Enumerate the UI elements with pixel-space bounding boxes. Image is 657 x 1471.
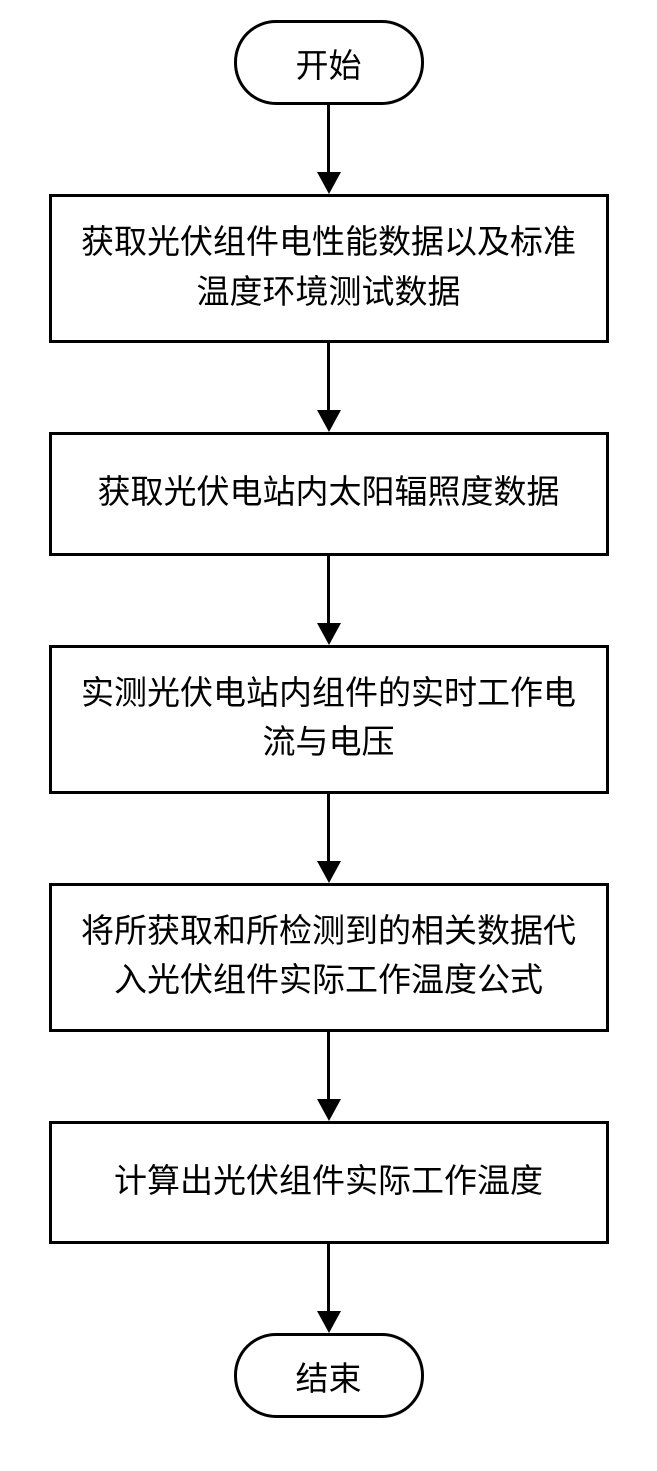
arrow-head — [317, 172, 341, 194]
process-label-3: 实测光伏电站内组件的实时工作电流与电压 — [72, 670, 586, 769]
process-label-5: 计算出光伏组件实际工作温度 — [114, 1158, 543, 1208]
arrow-2 — [317, 343, 341, 432]
arrow-4 — [317, 794, 341, 883]
arrow-5 — [317, 1032, 341, 1121]
process-label-2: 获取光伏电站内太阳辐照度数据 — [98, 469, 560, 519]
process-label-1: 获取光伏组件电性能数据以及标准温度环境测试数据 — [72, 219, 586, 318]
end-label: 结束 — [296, 1352, 362, 1400]
start-label: 开始 — [296, 39, 362, 87]
arrow-line — [327, 343, 330, 411]
arrow-3 — [317, 556, 341, 645]
arrow-1 — [317, 105, 341, 194]
process-node-3: 实测光伏电站内组件的实时工作电流与电压 — [49, 645, 609, 794]
process-label-4: 将所获取和所检测到的相关数据代入光伏组件实际工作温度公式 — [72, 908, 586, 1007]
arrow-line — [327, 794, 330, 862]
process-node-4: 将所获取和所检测到的相关数据代入光伏组件实际工作温度公式 — [49, 883, 609, 1032]
arrow-line — [327, 105, 330, 173]
arrow-head — [317, 1099, 341, 1121]
arrow-line — [327, 1032, 330, 1100]
arrow-line — [327, 1244, 330, 1312]
arrow-head — [317, 1311, 341, 1333]
arrow-line — [327, 556, 330, 624]
end-node: 结束 — [234, 1333, 424, 1418]
flowchart-container: 开始 获取光伏组件电性能数据以及标准温度环境测试数据 获取光伏电站内太阳辐照度数… — [0, 0, 657, 1471]
arrow-head — [317, 623, 341, 645]
process-node-5: 计算出光伏组件实际工作温度 — [49, 1121, 609, 1245]
arrow-head — [317, 861, 341, 883]
process-node-2: 获取光伏电站内太阳辐照度数据 — [49, 432, 609, 556]
process-node-1: 获取光伏组件电性能数据以及标准温度环境测试数据 — [49, 194, 609, 343]
start-node: 开始 — [234, 20, 424, 105]
arrow-6 — [317, 1244, 341, 1333]
arrow-head — [317, 410, 341, 432]
